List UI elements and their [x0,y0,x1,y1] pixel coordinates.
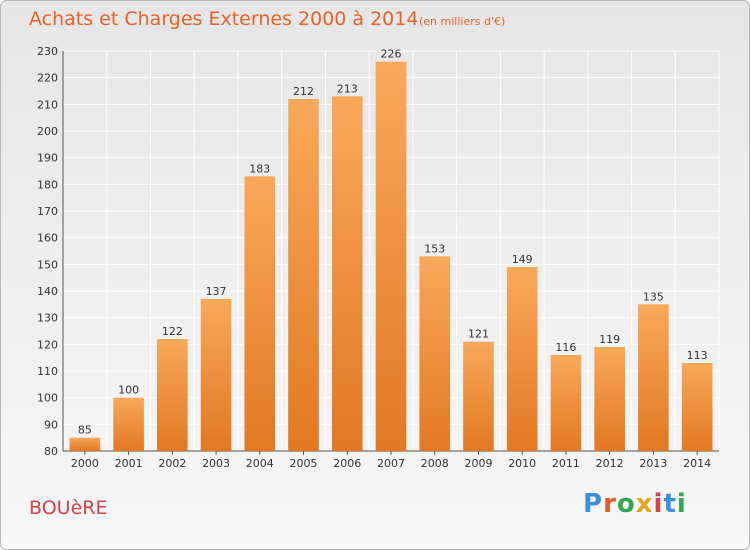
x-tick-label: 2007 [377,457,405,470]
y-tick-label: 150 [37,258,58,271]
brand-logo: Proxiti [583,489,687,519]
x-tick-label: 2000 [71,457,99,470]
y-tick-label: 230 [37,45,58,58]
bar-value-label: 153 [424,242,445,255]
y-tick-label: 90 [44,418,58,431]
bar-2003 [200,299,232,451]
y-tick-label: 210 [37,98,58,111]
bar-labels: 85 100 122 137 183 212 213 226 153 121 149 116 119 13… [78,48,708,437]
y-tick-label: 120 [37,338,58,351]
bar-value-label: 135 [643,290,664,303]
bar-2008 [419,256,451,451]
bar-2004 [244,176,276,452]
bar-value-label: 149 [512,253,533,266]
bar-2006 [331,96,363,451]
bar-2002 [157,339,188,451]
bars [69,61,713,452]
y-tick-label: 200 [37,125,58,138]
y-tick-label: 160 [37,232,58,245]
y-tick-label: 100 [37,392,58,405]
x-tick-label: 2014 [683,457,711,470]
bar-2013 [638,304,669,451]
bar-value-label: 137 [206,285,227,298]
y-tick-label: 190 [37,152,58,165]
x-tick-label: 2012 [596,457,624,470]
y-tick-label: 220 [37,72,58,85]
bar-2009 [463,341,494,451]
chart-title: Achats et Charges Externes 2000 à 2014 [29,8,419,30]
place-name: BOUèRE [29,497,108,519]
y-tick-label: 80 [44,445,58,458]
bar-value-label: 212 [293,85,314,98]
x-tick-label: 2003 [202,457,230,470]
bar-2001 [113,397,144,451]
chart-unit: (en milliers d'€) [419,15,506,28]
y-tick-label: 110 [37,365,58,378]
y-tick-label: 130 [37,312,58,325]
bar-value-label: 85 [78,424,92,437]
bar-2010 [506,267,538,451]
x-tick-label: 2004 [246,457,274,470]
bar-2007 [375,61,407,452]
x-tick-label: 2013 [639,457,667,470]
x-tick-label: 2008 [421,457,449,470]
x-tick-label: 2009 [464,457,492,470]
bar-2011 [550,355,582,451]
y-tick-label: 170 [37,205,58,218]
bar-value-label: 213 [337,82,358,95]
bar-value-label: 100 [118,384,139,397]
bar-value-label: 113 [687,349,708,362]
x-tick-label: 2010 [508,457,536,470]
x-tick-label: 2011 [552,457,580,470]
bar-value-label: 183 [249,162,270,175]
y-tick-label: 140 [37,285,58,298]
bar-value-label: 116 [555,341,576,354]
x-tick-label: 2005 [290,457,318,470]
bar-value-label: 226 [381,48,402,61]
x-tick-label: 2006 [333,457,361,470]
bar-2012 [594,347,625,451]
bar-2014 [681,363,713,451]
x-tick-labels: 2000 2001 2002 2003 2004 2005 2006 2007 2008 2009… [71,457,711,470]
y-tick-labels: 80 90 100 110 120 130 140 150 160 170 180 190 200 210… [37,45,58,458]
bar-2000 [69,437,101,451]
x-tick-label: 2001 [115,457,143,470]
x-tick-label: 2002 [158,457,186,470]
bar-value-label: 121 [468,328,489,341]
bar-value-label: 119 [599,333,620,346]
bar-2005 [288,99,319,451]
bar-value-label: 122 [162,325,183,338]
y-tick-label: 180 [37,178,58,191]
